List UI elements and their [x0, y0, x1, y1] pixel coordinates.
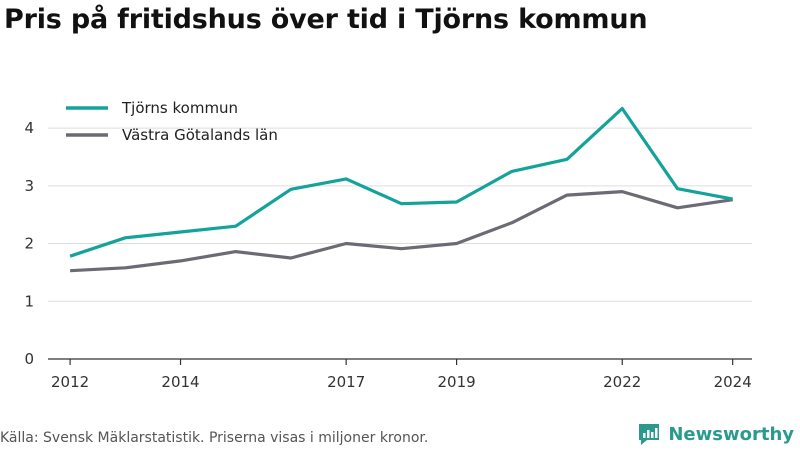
x-tick-label: 2014 [161, 373, 199, 391]
source-note: Källa: Svensk Mäklarstatistik. Priserna … [0, 430, 429, 446]
x-axis: 2012 2014 2017 2019 2022 2024 [48, 358, 752, 391]
series-line-0 [69, 106, 733, 258]
legend-label-0: Tjörns kommun [121, 99, 238, 117]
legend-label-1: Västra Götalands län [122, 126, 278, 144]
brand-name: Newsworthy [668, 423, 794, 445]
grid-lines [48, 127, 752, 302]
x-tick-label: 2022 [603, 373, 641, 391]
legend: Tjörns kommun Västra Götalands län [66, 99, 278, 144]
y-tick-label: 3 [24, 177, 34, 195]
y-tick-label: 0 [24, 350, 34, 368]
chart-title: Pris på fritidshus över tid i Tjörns kom… [4, 4, 648, 35]
series-lines [69, 106, 733, 273]
x-tick-label: 2024 [714, 373, 752, 391]
brand-logo[interactable]: Newsworthy [636, 421, 794, 447]
x-tick-label: 2012 [51, 373, 89, 391]
y-tick-label: 1 [24, 292, 34, 310]
series-line-1 [70, 190, 733, 273]
y-axis-tick-labels: 0 1 2 3 4 [24, 119, 34, 368]
x-tick-label: 2017 [327, 373, 365, 391]
y-tick-label: 2 [24, 235, 34, 253]
x-tick-label: 2019 [438, 373, 476, 391]
newsworthy-logo-icon [639, 424, 660, 445]
y-tick-label: 4 [24, 119, 34, 137]
